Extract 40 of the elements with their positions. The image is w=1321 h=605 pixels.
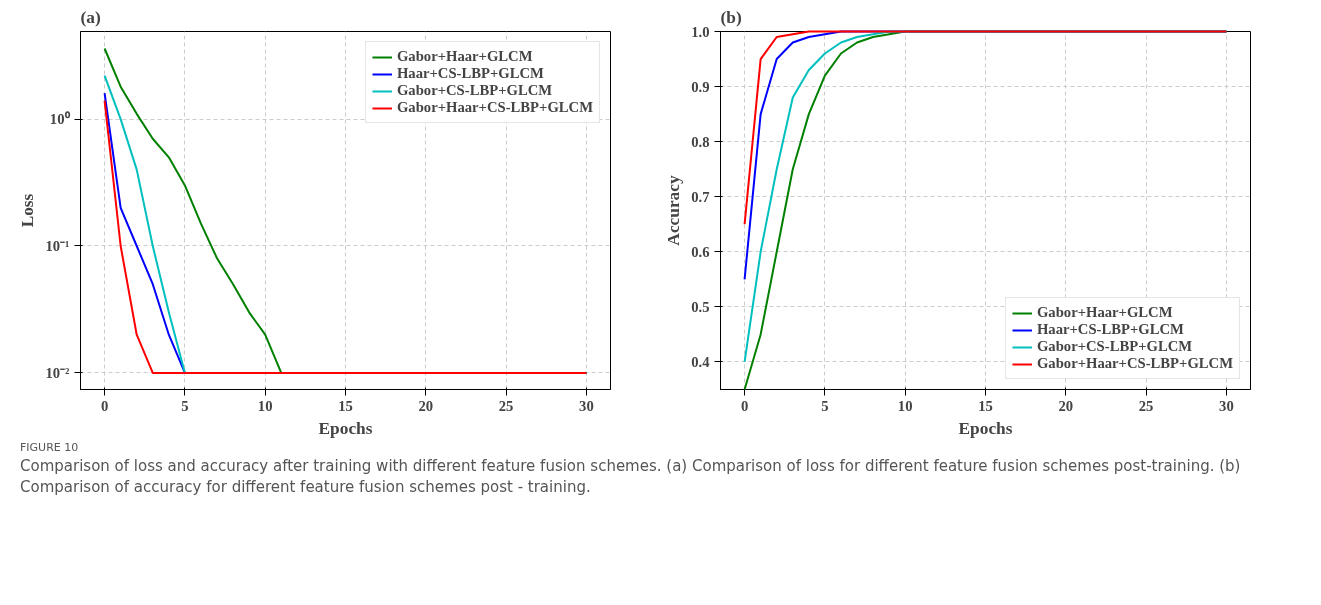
y-tick-label: 0.9 — [691, 78, 710, 95]
y-tick-label: 1.0 — [691, 23, 710, 40]
legend-label: Gabor+Haar+CS-LBP+GLCM — [396, 99, 593, 116]
y-tick-label: 10⁰ — [49, 111, 71, 128]
legend-label: Haar+CS-LBP+GLCM — [396, 65, 544, 82]
y-axis-title: Accuracy — [664, 175, 684, 246]
chart-title: (b) — [720, 7, 742, 27]
text: Comparison of loss and accuracy after training with different feature fusion schemes. (a) Comparison of loss for different feature fusion schemes post-training. (b) Comparison of accuracy for different feature fusion schemes post - training. — [20, 455, 1242, 499]
x-tick-label: 5 — [821, 397, 829, 414]
y-tick-label: 10⁻² — [45, 364, 71, 381]
x-tick-label: 15 — [978, 397, 993, 414]
legend-label: Gabor+CS-LBP+GLCM — [396, 82, 553, 99]
legend-label: Gabor+Haar+GLCM — [396, 48, 533, 65]
legend-label: Gabor+CS-LBP+GLCM — [1036, 338, 1193, 355]
x-tick-label: 10 — [897, 397, 913, 414]
y-axis-title: Loss — [18, 193, 38, 228]
x-axis-title: Epochs — [318, 418, 373, 438]
x-tick-label: 30 — [1219, 397, 1234, 414]
y-tick-label: 0.6 — [691, 243, 710, 260]
y-tick-label: 0.4 — [691, 353, 711, 370]
x-tick-label: 0 — [740, 397, 749, 414]
legend-label: Gabor+Haar+GLCM — [1036, 304, 1173, 321]
legend-label: Haar+CS-LBP+GLCM — [1036, 321, 1184, 338]
caption: FIGURE 10 — [20, 440, 79, 456]
x-tick-label: 15 — [338, 397, 353, 414]
x-tick-label: 20 — [418, 397, 434, 414]
x-tick-label: 25 — [1138, 397, 1154, 414]
x-tick-label: 30 — [579, 397, 594, 414]
x-tick-label: 25 — [498, 397, 514, 414]
chart-title: (a) — [80, 7, 101, 27]
y-tick-label: 10⁻¹ — [45, 238, 70, 254]
x-axis-title: Epochs — [958, 418, 1013, 438]
y-tick-label: 0.5 — [691, 298, 710, 315]
x-tick-label: 0 — [100, 397, 109, 414]
y-tick-label: 0.8 — [691, 133, 710, 150]
y-tick-label: 0.7 — [691, 188, 710, 205]
legend-label: Gabor+Haar+CS-LBP+GLCM — [1036, 355, 1233, 372]
x-tick-label: 20 — [1058, 397, 1074, 414]
x-tick-label: 5 — [181, 397, 189, 414]
x-tick-label: 10 — [257, 397, 273, 414]
